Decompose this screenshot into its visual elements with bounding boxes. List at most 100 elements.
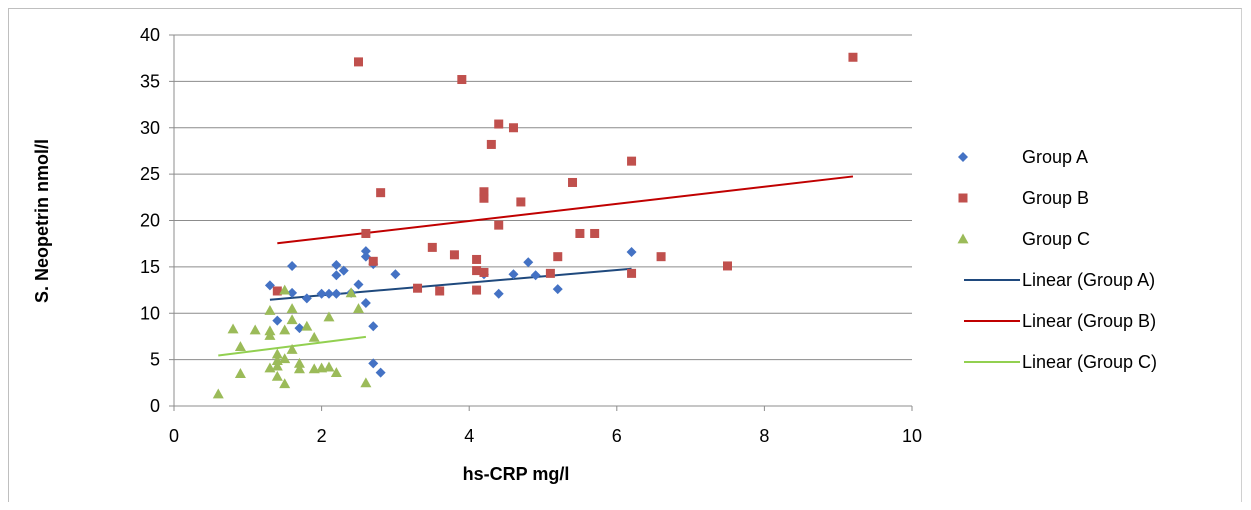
data-point [249,324,261,335]
data-point [323,288,334,299]
chart-frame [8,8,1242,502]
y-tick-labels: 0 5 10 15 20 25 30 35 40 [140,25,160,416]
data-point [287,287,298,298]
data-point [293,357,305,368]
legend-marker [957,233,969,244]
data-point [848,52,858,62]
y-tick-label: 15 [140,257,160,277]
data-points [212,52,858,399]
data-point [360,298,371,309]
legend-label: Group C [1022,229,1090,249]
data-point [286,314,298,325]
legend-label: Linear (Group A) [1022,270,1155,290]
y-axis-title: S. Neopetrin nmol/l [32,139,52,303]
y-tick-label: 30 [140,118,160,138]
data-point [472,266,482,276]
data-point [279,378,291,389]
data-point [493,288,504,299]
data-point [413,283,423,293]
data-point [479,267,489,277]
data-point [271,360,283,371]
legend-marker [958,152,968,162]
x-axis-title: hs-CRP mg/l [463,464,570,484]
data-point [264,304,276,315]
data-point [360,251,371,262]
data-point [279,324,291,335]
data-point [723,261,732,271]
x-tick-label: 10 [902,426,922,446]
data-point [494,220,504,230]
data-point [279,353,291,364]
x-tick-label: 0 [169,426,179,446]
data-point [308,331,320,342]
data-point [508,269,519,280]
data-point [479,187,489,197]
data-point [345,287,357,298]
data-point [626,247,637,258]
series-group-b [272,52,858,296]
data-point [553,252,563,262]
data-point [360,377,372,388]
data-point [301,320,313,331]
data-point [590,228,600,238]
data-point [457,75,467,85]
data-point [627,268,637,278]
x-tick-label: 6 [612,426,622,446]
data-point [361,228,371,238]
data-point [323,311,335,322]
data-point [234,368,246,378]
data-point [212,388,224,399]
data-point [331,260,342,271]
data-point [293,363,305,374]
data-point [368,321,379,332]
legend-label: Linear (Group C) [1022,352,1157,372]
data-point [656,252,666,262]
data-point [375,367,386,378]
data-point [360,246,371,257]
legend-label: Linear (Group B) [1022,311,1156,331]
series-group-a [264,246,637,378]
data-point [472,285,482,295]
data-point [331,288,342,299]
data-point [545,268,555,278]
data-point [494,119,504,129]
data-point [353,279,364,290]
data-point [264,280,275,291]
data-point [323,361,335,372]
legend-label: Group A [1022,147,1088,167]
data-point [479,193,489,203]
data-point [287,260,298,271]
y-tick-label: 35 [140,71,160,91]
data-point [627,156,637,166]
y-tick-label: 5 [150,350,160,370]
data-point [286,303,298,314]
series-group-c [212,284,372,399]
legend-marker [958,193,968,203]
data-point [301,293,312,304]
y-tick-label: 40 [140,25,160,45]
trendlines [218,175,854,357]
axes [169,34,913,411]
data-point [376,188,386,198]
data-point [331,270,342,281]
data-point [353,303,364,314]
y-tick-label: 25 [140,164,160,184]
y-tick-label: 0 [150,396,160,416]
data-point [516,197,526,207]
data-point [234,341,246,352]
data-point [330,367,342,378]
data-point [449,250,459,260]
data-point [427,242,437,252]
y-tick-label: 10 [140,303,160,323]
data-point [227,323,239,334]
data-point [390,269,401,280]
data-point [286,343,298,354]
data-point [530,270,541,281]
data-point [279,284,291,295]
data-point [271,348,283,359]
data-point [552,284,563,295]
data-point [338,265,349,276]
gridlines [174,34,912,361]
data-point [264,330,276,340]
